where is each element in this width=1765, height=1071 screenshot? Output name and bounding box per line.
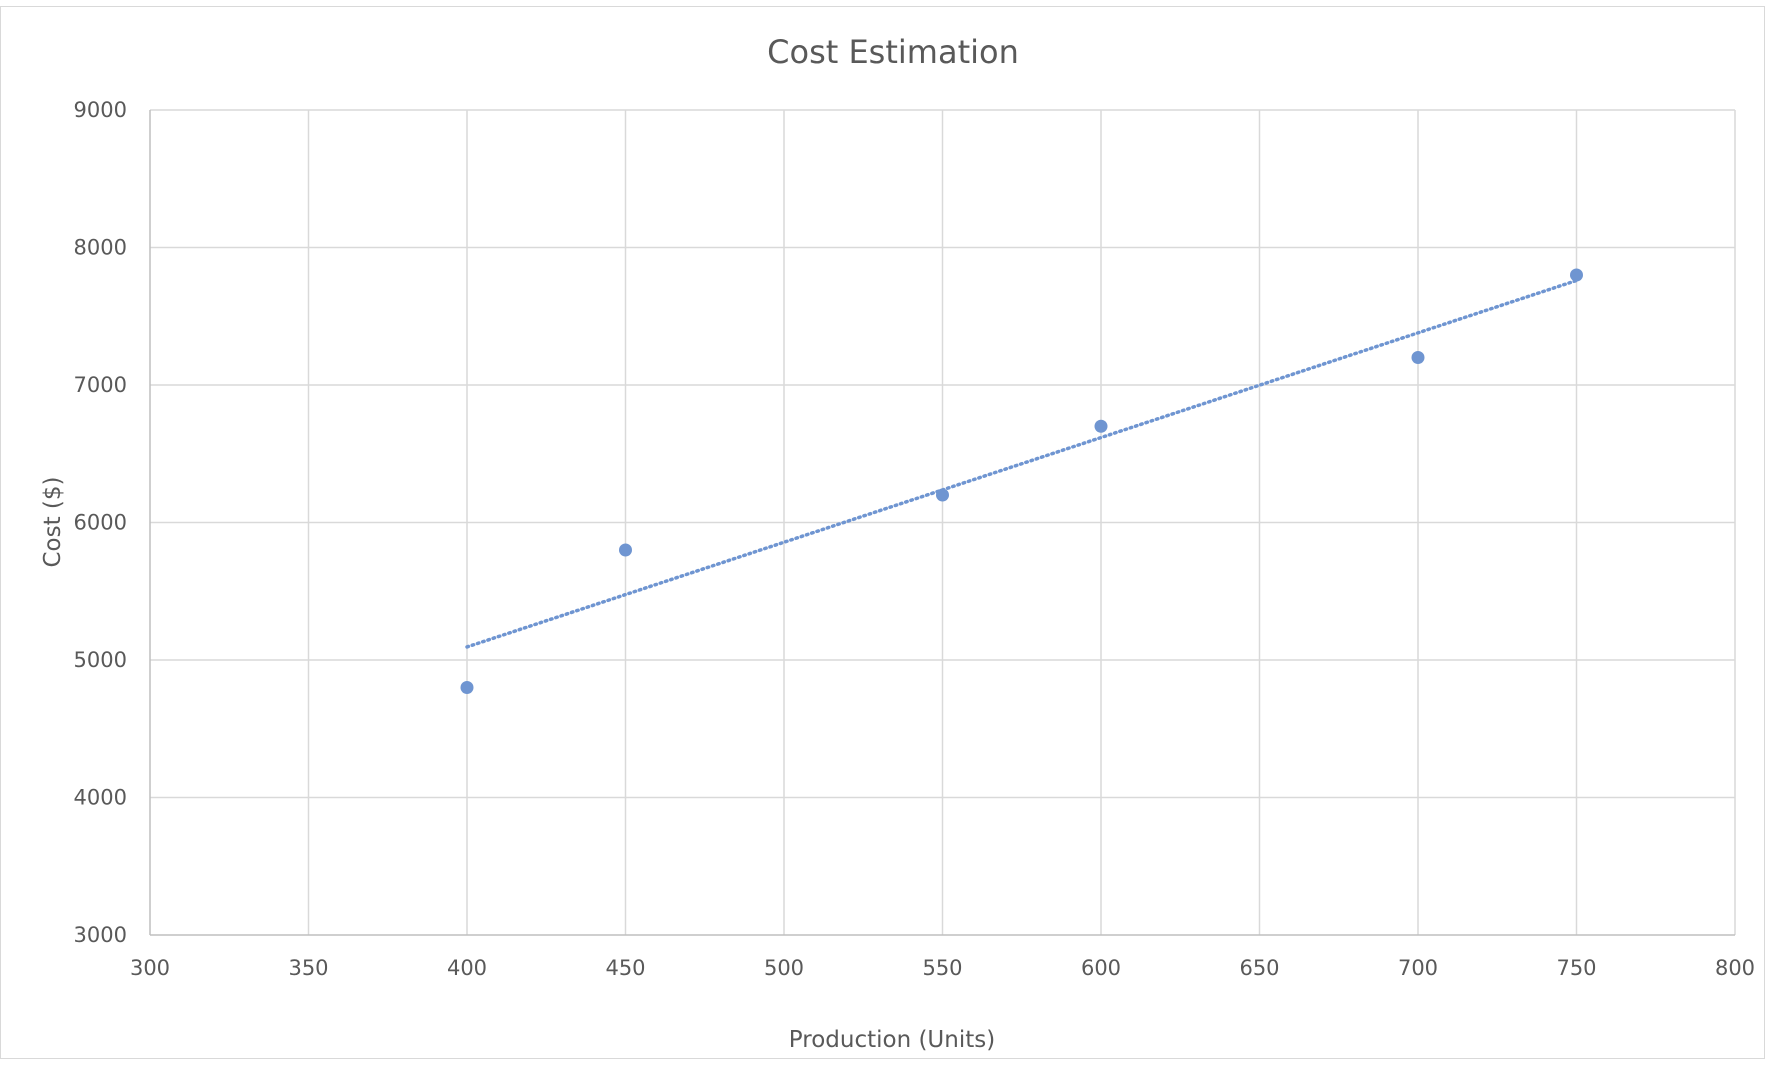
y-axis-title: Cost ($): [40, 476, 66, 567]
data-point: [936, 488, 949, 502]
trendline-group: [465, 278, 1579, 649]
x-axis-title: Production (Units): [789, 1027, 995, 1053]
data-point: [460, 681, 474, 694]
x-tick-label: 650: [1239, 956, 1279, 980]
y-tick-label: 5000: [74, 648, 127, 672]
x-axis-tick-labels: 300 350 400 450 500 550 600 650 700 750 800: [130, 956, 1755, 980]
x-tick-label: 400: [447, 956, 487, 980]
y-tick-label: 9000: [74, 98, 127, 122]
chart-frame: [0, 6, 1765, 1059]
y-tick-label: 8000: [74, 236, 127, 260]
data-point: [1570, 268, 1583, 282]
x-tick-label: 700: [1398, 956, 1438, 980]
x-tick-label: 350: [288, 956, 328, 980]
data-point: [1094, 419, 1108, 433]
x-tick-label: 600: [1081, 956, 1121, 980]
x-tick-label: 750: [1556, 956, 1596, 980]
x-tick-label: 300: [130, 956, 170, 980]
y-tick-label: 6000: [74, 511, 127, 535]
y-tick-label: 7000: [74, 373, 127, 397]
data-point: [1411, 351, 1425, 364]
y-axis-tick-labels: 3000 4000 5000 6000 7000 8000 9000: [74, 98, 127, 947]
data-point: [619, 543, 632, 557]
x-tick-label: 500: [764, 956, 804, 980]
trendline: [465, 278, 1579, 649]
gridlines: [150, 109, 1736, 935]
axes: [149, 110, 1735, 936]
x-tick-label: 550: [922, 956, 962, 980]
chart-title: Cost Estimation: [767, 33, 1019, 71]
data-points: [460, 268, 1583, 694]
x-tick-label: 800: [1715, 956, 1755, 980]
y-tick-label: 4000: [74, 786, 127, 810]
x-tick-label: 450: [605, 956, 645, 980]
y-tick-label: 3000: [74, 923, 127, 947]
